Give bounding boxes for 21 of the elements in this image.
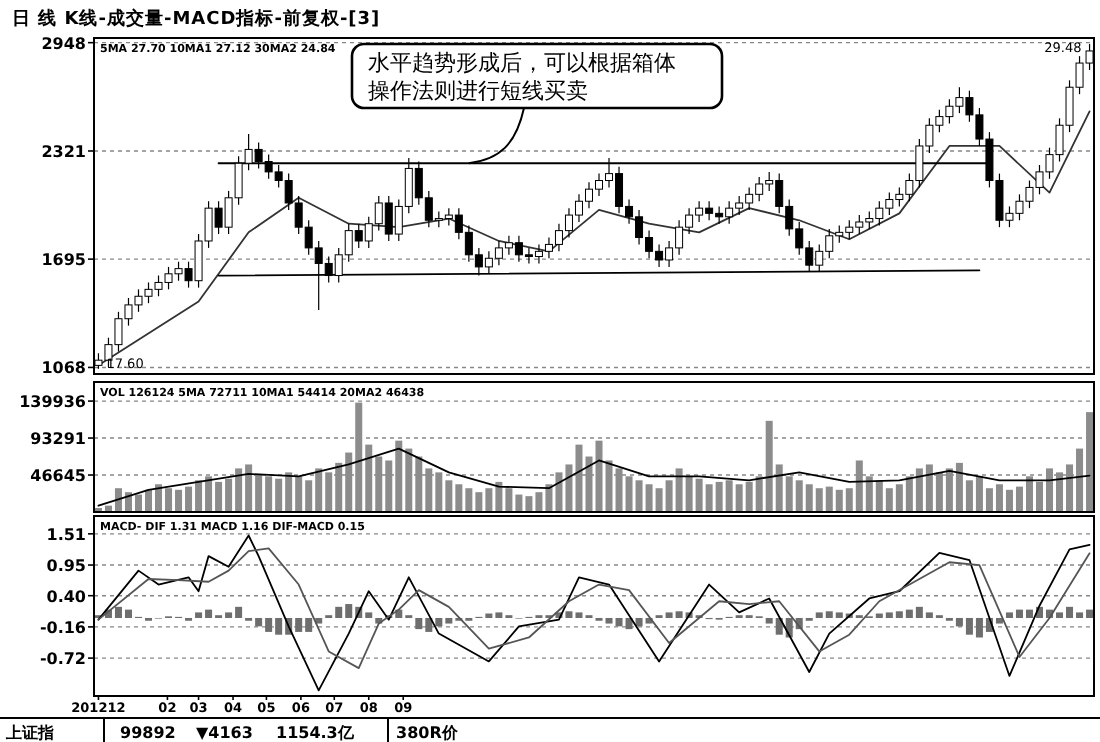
line-series <box>97 110 1091 367</box>
y-tick-label: 1068 <box>41 359 87 378</box>
y-tick-label: -0.72 <box>39 650 86 669</box>
text: 1154.3亿 <box>276 724 356 742</box>
y-tick-label: 46645 <box>30 467 87 486</box>
y-tick-label: 1.51 <box>46 525 87 544</box>
annotation: 水平趋势形成后，可以根据箱体操作法则进行短线买卖 <box>368 50 676 104</box>
y-tick-label: 0.95 <box>46 557 87 576</box>
y-tick-label: 1695 <box>41 251 87 270</box>
text: 380R价 <box>396 724 460 742</box>
text: 99892 <box>120 724 176 742</box>
chart-title: 日 线 K线-成交量-MACD指标-前复权-[3] <box>12 8 381 30</box>
text: ▼4163 <box>196 724 253 742</box>
y-tick-label: 0.40 <box>46 587 87 606</box>
text: 上证指 <box>4 724 54 742</box>
line-series <box>97 547 1091 670</box>
y-tick-label: -0.16 <box>39 618 87 637</box>
y-tick-label: 2321 <box>41 142 87 161</box>
y-tick-label: 139936 <box>19 393 87 412</box>
y-tick-label: 2948 <box>41 34 87 53</box>
y-tick-label: 93291 <box>30 430 87 449</box>
